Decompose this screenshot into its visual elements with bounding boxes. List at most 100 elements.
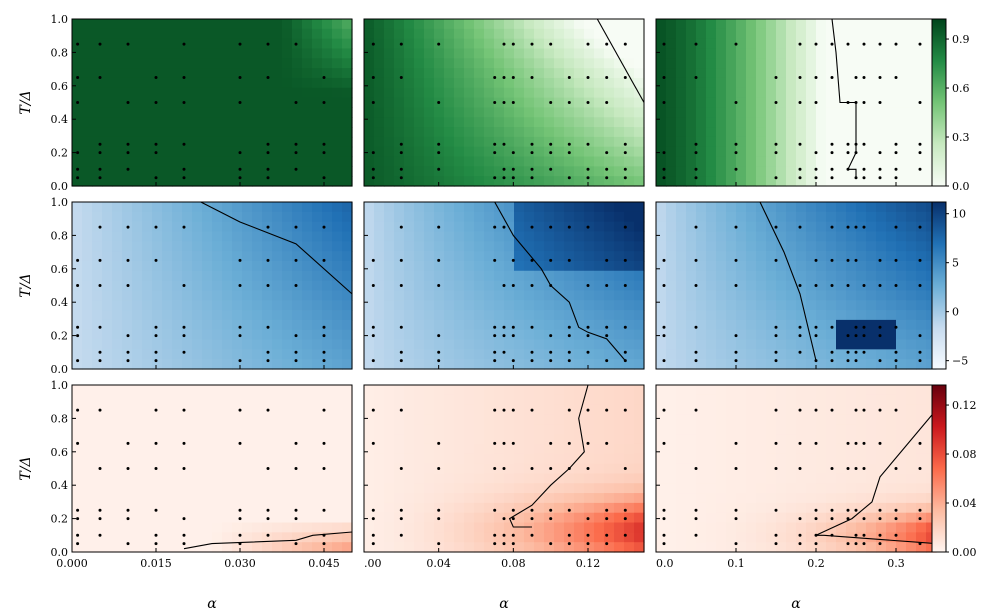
heatmap-cell [484, 473, 495, 484]
heatmap-cell [816, 394, 827, 406]
heatmap-cell [414, 404, 425, 416]
heatmap-cell [524, 414, 535, 425]
heatmap-cell [384, 424, 395, 435]
heatmap-cell [816, 156, 827, 167]
heatmap-cell [554, 176, 565, 187]
heatmap-cell [444, 310, 455, 321]
heatmap-cell [916, 404, 927, 416]
heatmap-cell [866, 424, 877, 435]
sample-point [126, 359, 130, 363]
contour-line [183, 531, 353, 550]
heatmap-cell [726, 493, 737, 504]
heatmap-cell [374, 483, 385, 494]
heatmap-cell [92, 512, 103, 524]
heatmap-cell [696, 117, 707, 128]
heatmap-cell [836, 136, 847, 148]
heatmap-cell [202, 453, 213, 465]
heatmap-cell [866, 117, 877, 128]
heatmap-cell [272, 48, 283, 59]
heatmap-cell [866, 434, 877, 445]
heatmap-cell [906, 211, 917, 223]
sample-point [846, 142, 850, 146]
heatmap-cell [262, 290, 273, 301]
heatmap-cell [816, 359, 827, 370]
heatmap-cell [826, 359, 837, 370]
heatmap-cell [172, 211, 183, 223]
heatmap-cell [614, 211, 625, 223]
heatmap-cell [122, 414, 133, 425]
heatmap-cell [312, 453, 323, 465]
heatmap-cell [464, 512, 475, 524]
heatmap-cell [866, 251, 877, 262]
heatmap-cell [192, 251, 203, 262]
heatmap-cell [554, 424, 565, 435]
heatmap-cell [404, 404, 415, 416]
heatmap-cell [192, 329, 203, 341]
heatmap-cell [846, 231, 857, 242]
heatmap-cell [342, 48, 353, 59]
heatmap-cell [726, 260, 737, 272]
heatmap-cell [656, 463, 667, 475]
heatmap-cell [716, 310, 727, 321]
heatmap-cell [494, 434, 505, 445]
heatmap-cell [102, 97, 113, 109]
heatmap-cell [564, 443, 575, 455]
heatmap-cell [342, 19, 353, 30]
sample-point [605, 542, 609, 546]
sample-point [694, 467, 698, 470]
sample-point [126, 508, 130, 512]
heatmap-cell [676, 532, 687, 543]
heatmap-cell [302, 260, 313, 272]
heatmap-cell [716, 68, 727, 79]
heatmap-cell [544, 166, 555, 177]
heatmap-cell [494, 310, 505, 321]
heatmap-cell [746, 117, 757, 128]
heatmap-cell [182, 385, 193, 396]
sample-point [371, 408, 375, 412]
heatmap-cell [302, 414, 313, 425]
heatmap-cell [92, 349, 103, 360]
heatmap-cell [404, 339, 415, 350]
heatmap-cell [796, 68, 807, 79]
heatmap-cell [736, 231, 747, 242]
sample-point [798, 441, 802, 445]
heatmap-cell [866, 522, 877, 533]
heatmap-cell [856, 414, 867, 425]
heatmap-cell [342, 166, 353, 177]
heatmap-cell [282, 176, 293, 187]
heatmap-cell [424, 202, 435, 213]
sample-point [854, 441, 858, 445]
heatmap-cell [102, 211, 113, 223]
sample-point [605, 151, 609, 155]
sample-point [878, 258, 882, 262]
heatmap-cell [554, 512, 565, 524]
heatmap-cell [696, 58, 707, 69]
heatmap-cell [726, 97, 737, 109]
heatmap-cell [544, 19, 555, 30]
heatmap-cell [634, 280, 645, 292]
heatmap-cell [404, 300, 415, 311]
heatmap-cell [866, 260, 877, 272]
heatmap-cell [252, 202, 263, 213]
heatmap-cell [332, 493, 343, 504]
heatmap-cell [756, 280, 767, 292]
sample-point [567, 76, 571, 79]
heatmap-cell [594, 251, 605, 262]
heatmap-cell [574, 532, 585, 543]
heatmap-cell [666, 176, 677, 187]
heatmap-cell [292, 300, 303, 311]
heatmap-cell [292, 270, 303, 282]
heatmap-cell [474, 310, 485, 321]
heatmap-cell [374, 58, 385, 69]
heatmap-cell [162, 117, 173, 128]
heatmap-cell [162, 414, 173, 425]
heatmap-cell [916, 483, 927, 494]
heatmap-cell [926, 260, 937, 272]
sample-point [798, 76, 802, 79]
heatmap-cell [574, 156, 585, 167]
heatmap-cell [342, 136, 353, 148]
heatmap-cell [384, 97, 395, 109]
heatmap-cell [776, 404, 787, 416]
heatmap-cell [726, 19, 737, 30]
heatmap-cell [846, 211, 857, 223]
